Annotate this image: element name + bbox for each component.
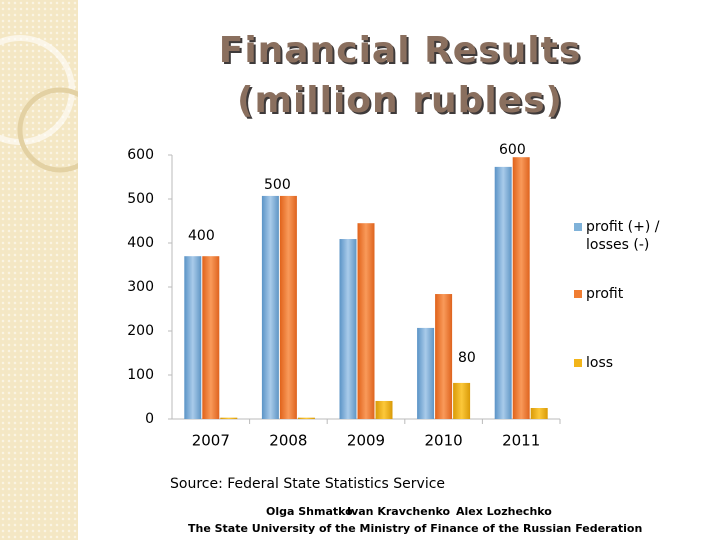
y-tick-label: 100 bbox=[127, 367, 154, 383]
bar bbox=[279, 195, 297, 419]
source: Source: Federal State Statistics Service bbox=[170, 476, 446, 492]
bar bbox=[297, 417, 315, 419]
x-tick-label: 2007 bbox=[192, 432, 230, 450]
bar bbox=[435, 294, 453, 419]
legend-label: profit bbox=[586, 286, 624, 302]
bar bbox=[261, 195, 279, 419]
y-tick-label: 300 bbox=[127, 279, 154, 295]
bar bbox=[375, 400, 393, 419]
annotation: 80 bbox=[458, 350, 476, 366]
decor-strip bbox=[0, 0, 103, 540]
institution: The State University of the Ministry of … bbox=[188, 522, 643, 535]
bar bbox=[417, 327, 435, 419]
bar bbox=[202, 256, 220, 419]
legend-item: loss bbox=[574, 354, 696, 372]
bar bbox=[494, 166, 512, 419]
title-line: (million rubles) bbox=[236, 80, 563, 121]
bar bbox=[220, 417, 238, 419]
x-tick-label: 2010 bbox=[425, 432, 463, 450]
annotation: 600 bbox=[499, 142, 526, 158]
legend-item: profit bbox=[574, 285, 696, 303]
legend-label: profit (+) / losses (-) bbox=[586, 219, 660, 253]
author: Alex Lozhechko bbox=[456, 505, 552, 518]
title-line: Financial Results bbox=[218, 30, 582, 71]
y-tick-label: 500 bbox=[127, 191, 154, 207]
author: Olga Shmatko bbox=[266, 505, 353, 518]
x-tick-label: 2009 bbox=[347, 432, 385, 450]
x-tick-label: 2011 bbox=[502, 432, 540, 450]
bar bbox=[357, 223, 375, 419]
bar bbox=[453, 382, 471, 419]
legend-item: profit (+) / losses (-) bbox=[574, 218, 696, 254]
y-tick-label: 600 bbox=[127, 147, 154, 163]
y-tick-label: 200 bbox=[127, 323, 154, 339]
bar bbox=[184, 256, 202, 419]
y-tick-label: 400 bbox=[127, 235, 154, 251]
legend-swatch bbox=[574, 223, 582, 231]
annotation: 400 bbox=[188, 228, 215, 244]
x-tick-label: 2008 bbox=[269, 432, 307, 450]
legend-swatch bbox=[574, 359, 582, 367]
y-tick-label: 0 bbox=[145, 411, 154, 427]
bar bbox=[512, 157, 530, 419]
author: Ivan Kravchenko bbox=[347, 505, 451, 518]
legend-swatch bbox=[574, 290, 582, 298]
legend-label: loss bbox=[586, 355, 614, 371]
bar bbox=[339, 239, 357, 419]
annotation: 500 bbox=[264, 177, 291, 193]
bar bbox=[530, 408, 548, 419]
